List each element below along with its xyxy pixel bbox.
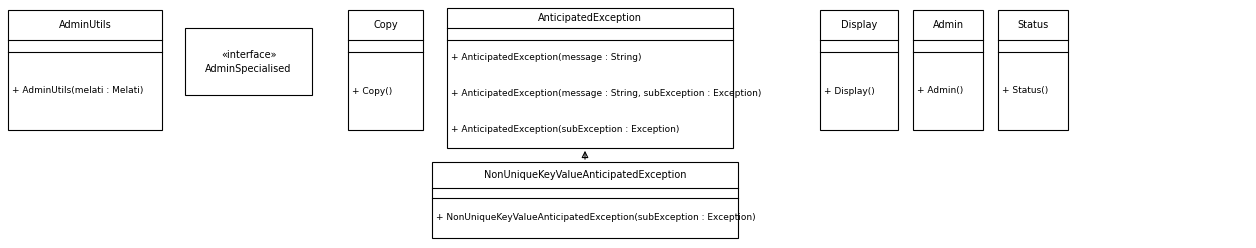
Bar — [348, 10, 423, 130]
Text: + Status(): + Status() — [1002, 87, 1049, 95]
Text: Display: Display — [840, 20, 877, 30]
Text: + Admin(): + Admin() — [917, 87, 963, 95]
Text: AnticipatedException: AnticipatedException — [538, 13, 642, 23]
Text: + Display(): + Display() — [824, 87, 874, 95]
Text: + AnticipatedException(subException : Exception): + AnticipatedException(subException : Ex… — [451, 125, 679, 134]
Text: + AnticipatedException(message : String): + AnticipatedException(message : String) — [451, 54, 642, 62]
Bar — [447, 8, 734, 148]
Bar — [185, 28, 311, 95]
Text: + AdminUtils(melati : Melati): + AdminUtils(melati : Melati) — [13, 87, 143, 95]
Text: + Copy(): + Copy() — [352, 87, 392, 95]
Bar — [999, 10, 1068, 130]
Text: Copy: Copy — [373, 20, 398, 30]
Text: «interface»
AdminSpecialised: «interface» AdminSpecialised — [205, 50, 291, 73]
Text: + AnticipatedException(message : String, subException : Exception): + AnticipatedException(message : String,… — [451, 90, 761, 98]
Text: NonUniqueKeyValueAnticipatedException: NonUniqueKeyValueAnticipatedException — [484, 170, 686, 180]
Bar — [913, 10, 983, 130]
Bar — [432, 162, 739, 238]
Text: Status: Status — [1017, 20, 1049, 30]
Text: Admin: Admin — [932, 20, 963, 30]
Text: + NonUniqueKeyValueAnticipatedException(subException : Exception): + NonUniqueKeyValueAnticipatedException(… — [436, 214, 756, 222]
Text: AdminUtils: AdminUtils — [59, 20, 112, 30]
Bar — [8, 10, 162, 130]
Bar — [820, 10, 898, 130]
